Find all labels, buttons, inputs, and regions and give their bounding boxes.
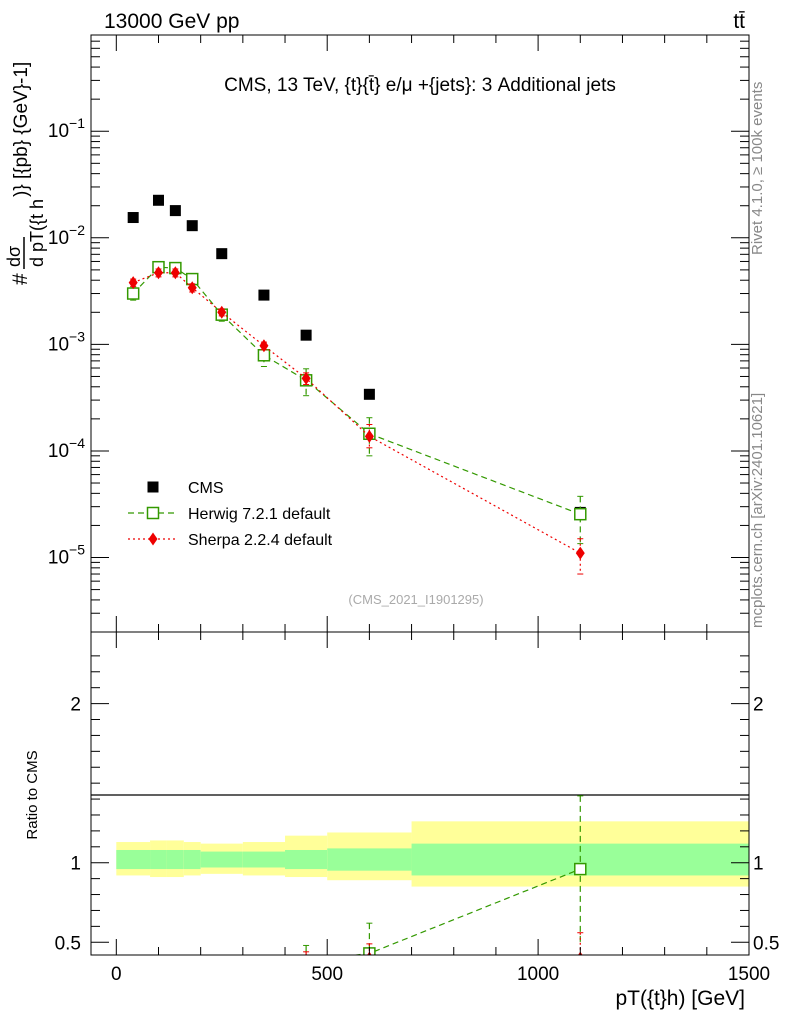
sherpa-point: [259, 339, 269, 353]
main-y-tick-label: 10−3: [48, 328, 85, 355]
sherpa-point: [575, 546, 585, 560]
ratio-y-tick-label: 1: [70, 854, 81, 875]
ratio-panel: 0.5 0.5 1 1 2 2 0 500 1000 1500 Ratio to CMS pT(…: [24, 631, 779, 1010]
sherpa-point: [153, 266, 163, 280]
ratio-y-tick-label-right: 1: [753, 854, 764, 875]
ratio-inner-band: [116, 849, 151, 870]
herwig-ratio-point: [128, 986, 139, 997]
header-right: tt̄: [733, 10, 745, 33]
sherpa-ratio-point: [129, 976, 138, 989]
main-x-ticks: [115, 35, 750, 632]
y-label-hash: #: [9, 273, 32, 285]
legend-herwig-marker: [146, 506, 160, 520]
cms-point: [258, 289, 270, 301]
analysis-watermark: (CMS_2021_I1901295): [348, 592, 483, 607]
mcplots-label: mcplots.cern.ch [arXiv:2401.10621]: [749, 393, 766, 628]
cms-point: [216, 248, 228, 260]
y-label-tail: )} [{pb} {GeV}-1]: [11, 62, 32, 197]
cms-point: [363, 388, 375, 400]
ratio-x-tick-label: 1000: [517, 964, 559, 985]
ratio-inner-band: [327, 848, 412, 871]
ratio-y-tick-label-right: 0.5: [753, 933, 779, 954]
y-label-numerator: dσ: [4, 246, 24, 267]
cms-point: [127, 212, 139, 224]
ratio-inner-band: [285, 849, 328, 870]
herwig-ratio-line: [351, 868, 581, 955]
herwig-ratio-point: [301, 956, 312, 967]
sherpa-ratio-point: [171, 974, 180, 987]
header-left: 13000 GeV pp: [104, 10, 239, 33]
rivet-label: Rivet 4.1.0, ≥ 100k events: [749, 82, 766, 255]
ratio-y-tick-label: 0.5: [55, 933, 81, 954]
main-y-ticks: 10−1 10−2 10−3 10−4 10−5: [48, 34, 749, 633]
legend-herwig-label: Herwig 7.2.1 default: [188, 506, 331, 523]
main-y-label: # dσ d pT({t h )} [{pb} {GeV}-1]: [4, 62, 47, 285]
ratio-x-ticks: 0 500 1000 1500: [111, 632, 770, 985]
sherpa-ratio-line: [133, 958, 580, 988]
ratio-x-tick-label: 500: [311, 964, 343, 985]
ratio-x-tick-label: 0: [111, 964, 122, 985]
legend-sherpa-marker: [148, 532, 158, 546]
main-y-tick-label: 10−1: [48, 115, 85, 142]
ratio-inner-band: [150, 849, 167, 870]
sherpa-ratio-point: [259, 963, 268, 976]
sherpa-point: [364, 429, 374, 443]
main-y-tick-label: 10−2: [48, 222, 85, 249]
sherpa-ratio-point: [217, 971, 226, 984]
herwig-ratio-point: [216, 973, 227, 984]
ratio-frame: [90, 631, 750, 956]
herwig-line: [132, 266, 581, 515]
ratio-x-tick-label: 1500: [728, 964, 770, 985]
cms-point: [152, 194, 164, 206]
herwig-ratio-point: [170, 970, 181, 981]
herwig-point: [126, 287, 140, 300]
herwig-ratio-point: [153, 978, 164, 989]
ratio-y-ticks: 0.5 0.5 1 1 2 2: [55, 655, 779, 954]
main-panel: CMS, 13 TeV, {t}{t̄} e/μ +{jets}: 3 Addi…: [4, 34, 750, 633]
sherpa-point: [217, 305, 227, 319]
legend: CMS Herwig 7.2.1 default Sherpa 2.2.4 defa…: [128, 480, 333, 549]
ratio-inner-band: [242, 851, 286, 868]
ratio-y-label: Ratio to CMS: [24, 750, 41, 839]
main-y-tick-label: 10−4: [48, 435, 85, 462]
ratio-inner-band: [183, 849, 201, 870]
herwig-ratio-point: [187, 965, 198, 976]
legend-sherpa-label: Sherpa 2.2.4 default: [188, 532, 333, 549]
x-axis-label: pT({t}h) [GeV]: [615, 987, 745, 1010]
sherpa-point: [170, 266, 180, 280]
cms-point: [186, 220, 198, 232]
sherpa-point: [128, 276, 138, 290]
ratio-inner-band: [200, 851, 243, 868]
main-series: [126, 194, 587, 575]
sherpa-point: [301, 371, 311, 385]
herwig-point: [574, 507, 587, 521]
herwig-ratio-point: [574, 862, 587, 876]
ratio-y-tick-label: 2: [70, 695, 81, 716]
ratio-bands: [116, 821, 749, 887]
cms-point: [169, 205, 181, 217]
sherpa-ratio-point: [154, 982, 163, 995]
y-label-denominator: d pT({t h: [27, 199, 47, 267]
legend-cms-marker: [147, 481, 159, 493]
ratio-y-tick-label-right: 2: [753, 695, 764, 716]
legend-cms-label: CMS: [188, 480, 224, 497]
herwig-ratio-point: [258, 973, 269, 984]
sherpa-point: [187, 281, 197, 295]
cms-point: [300, 329, 312, 341]
main-title: CMS, 13 TeV, {t}{t̄} e/μ +{jets}: 3 Addi…: [224, 75, 616, 96]
ratio-inner-band: [166, 849, 184, 870]
sherpa-ratio-point: [188, 974, 197, 987]
main-y-tick-label: 10−5: [48, 542, 85, 569]
